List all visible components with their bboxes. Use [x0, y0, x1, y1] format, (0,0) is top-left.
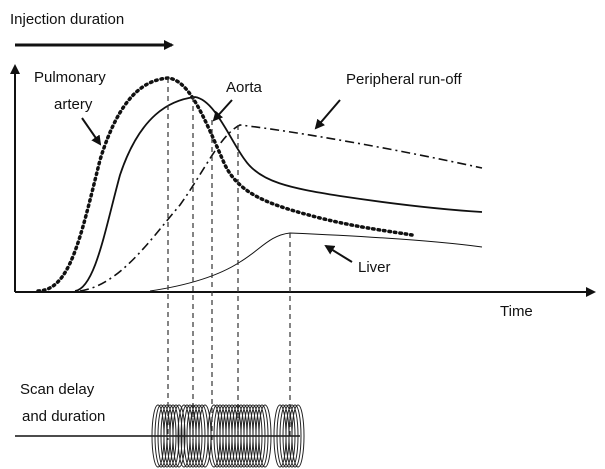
liver-curve [150, 233, 482, 291]
pulmonary-label: Pulmonary [34, 69, 106, 86]
peripheral-label: Peripheral run-off [346, 71, 462, 88]
label-pointer [316, 100, 340, 128]
aorta-curve [75, 97, 482, 291]
liver-label: Liver [358, 259, 391, 276]
scan-label: Scan delay [20, 381, 95, 398]
label-pointer [82, 118, 100, 144]
pulmonary-curve [38, 78, 412, 291]
pulmonary-label: artery [54, 96, 93, 113]
aorta-label: Aorta [226, 79, 263, 96]
page: Injection duration Pulmonary artery Aort… [0, 0, 605, 469]
x-axis-label: Time [500, 303, 533, 320]
diagram: Injection duration Pulmonary artery Aort… [0, 0, 605, 469]
scan-label: and duration [22, 408, 105, 425]
injection-label: Injection duration [10, 11, 124, 28]
label-pointer [214, 100, 232, 120]
label-pointer [326, 246, 352, 262]
